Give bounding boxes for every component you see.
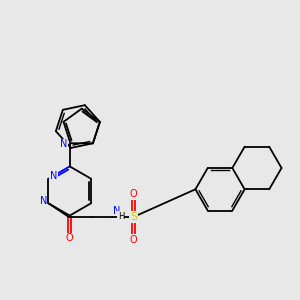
Text: N: N	[113, 206, 120, 216]
Text: O: O	[130, 189, 137, 199]
Text: O: O	[66, 233, 74, 244]
Text: H: H	[118, 212, 124, 221]
Text: O: O	[130, 235, 137, 245]
Text: N: N	[50, 171, 57, 181]
Text: N: N	[40, 196, 47, 206]
Text: N: N	[60, 139, 67, 149]
Text: S: S	[130, 212, 137, 222]
